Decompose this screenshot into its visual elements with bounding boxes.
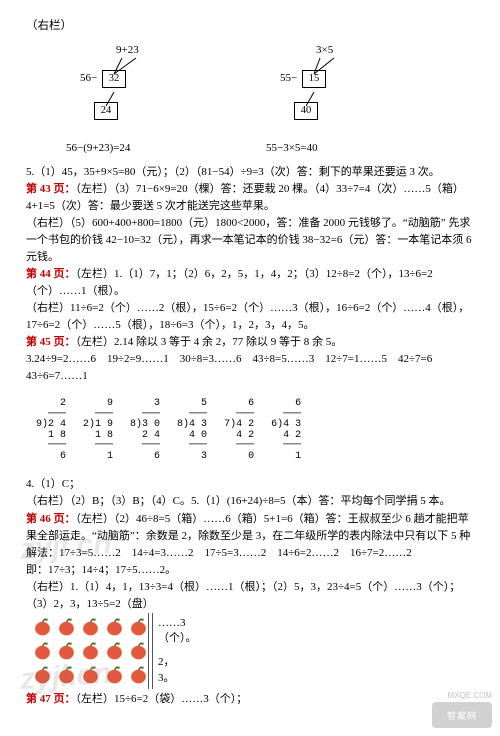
p43-right: （右栏）（5）600+400+800=1800（元）1800<2000，答：准备… (26, 215, 474, 266)
p44-line2: （右栏）11÷6=2（个）……2（根），15÷6=2（个）……3（根），16÷6… (26, 300, 474, 334)
p45-line3: 4.（1）C； (26, 476, 474, 493)
p45-line2: 3.24÷9=2……6 19÷2=9……1 30÷8=3……6 43÷8=5……… (26, 351, 474, 385)
p47-text1: （左栏）15÷6=2（袋）……3（个）； (76, 693, 248, 705)
calc2-box1: 15 (302, 70, 326, 88)
apple-grid (30, 615, 150, 687)
longdiv-3: 3 ─── 8)3 0 2 4 ─── 6 (130, 399, 160, 462)
corner-url: MXQE.COM (448, 691, 492, 700)
calc-diagram-2: 3×5 55− 15 40 55−3×5=40 (266, 44, 376, 154)
apple-icon (78, 663, 102, 687)
p45-line1: 第 45 页：（左栏）2.14 除以 3 等于 4 余 2，77 除以 9 等于… (26, 334, 474, 351)
p46-line2: 即：17÷3；14÷4；17÷5……2。 (26, 562, 474, 579)
apple-icon (54, 639, 78, 663)
p45-label: 第 45 页： (26, 336, 76, 348)
calc1-lines (66, 44, 176, 154)
p43-label: 第 43 页： (26, 183, 76, 195)
apple-icon (30, 615, 54, 639)
apple-icon (126, 639, 150, 663)
calc2-lines (266, 44, 376, 154)
calc1-box1: 32 (102, 70, 126, 88)
p46-line1: 第 46 页：（左栏）（2）46÷8=5（箱）……6（箱）5+1=6（箱）答：王… (26, 511, 474, 562)
apple-icon (78, 615, 102, 639)
calc-diagram-1: 9+23 56− 32 24 56−(9+23)=24 (66, 44, 176, 154)
p45-line4: （右栏）（2）B；（3）B；（4）C。5.（1）(16+24)÷8=5（本）答：… (26, 493, 474, 510)
longdiv-1: 2 ─── 9)2 4 1 8 ─── 6 (36, 399, 66, 462)
p44-line1: 第 44 页：（左栏）1.（1）7，1；（2）6，2，5，1，4，2；（3）12… (26, 266, 474, 300)
apple-caption: 2，3。 (158, 653, 175, 685)
p47-label: 第 47 页： (26, 693, 76, 705)
longdiv-4: 5 ─── 8)4 3 4 0 ─── 3 (177, 399, 207, 462)
apple-tail: ……3（个）。 (158, 617, 197, 645)
calc2-caption: 55−3×5=40 (266, 142, 318, 154)
apple-icon (78, 639, 102, 663)
p47-line1: 第 47 页：（左栏）15÷6=2（袋）……3（个）； (26, 691, 474, 708)
apple-grid-wrap: 2，3。 ……3（个）。 (30, 615, 150, 687)
calc1-left: 56− (80, 72, 97, 84)
right-column-heading: （右栏） (26, 18, 474, 36)
calc-diagrams: 9+23 56− 32 24 56−(9+23)=24 3×5 55− 15 4… (66, 44, 474, 154)
apple-icon (30, 639, 54, 663)
longdiv-6: 6 ─── 6)4 3 4 2 ─── 1 (271, 399, 301, 462)
p46-line4: （3）2，3，13÷5=2（盘） (26, 596, 474, 613)
para-5: 5.（1）45，35+9×5=80（元）；（2）（81−54）÷9=3（次）答：… (26, 164, 474, 181)
p44-text1: （左栏）1.（1）7，1；（2）6，2，5，1，4，2；（3）12÷8=2（个）… (26, 268, 433, 297)
corner-badge: 智案网 (432, 702, 492, 728)
calc1-box2: 24 (94, 102, 118, 120)
apple-icon (54, 663, 78, 687)
apple-icon (126, 615, 150, 639)
apple-divider-1 (148, 613, 153, 689)
p45-text1: （左栏）2.14 除以 3 等于 4 余 2，77 除以 9 等于 8 余 5。 (76, 336, 343, 348)
apple-icon (30, 663, 54, 687)
p46-text1: （左栏）（2）46÷8=5（箱）……6（箱）5+1=6（箱）答：王叔叔至少 6 … (26, 513, 470, 559)
apple-icon (102, 615, 126, 639)
long-division-row: 2 ─── 9)2 4 1 8 ─── 6 9 ─── 2)1 9 1 8 ──… (36, 389, 474, 472)
longdiv-2: 9 ─── 2)1 9 1 8 ─── 1 (83, 399, 113, 462)
longdiv-5: 6 ─── 7)4 2 4 2 ─── 0 (224, 399, 254, 462)
calc2-box2: 40 (294, 102, 318, 120)
p43-text1: （左栏）（3）71−6×9=20（棵）答：还要栽 20 棵。（4）33÷7=4（… (76, 183, 464, 195)
p46-label: 第 46 页： (26, 513, 76, 525)
p44-label: 第 44 页： (26, 268, 76, 280)
apple-icon (102, 663, 126, 687)
apple-icon (54, 615, 78, 639)
p46-line3: （右栏）1.（1）4，1，13÷3=4（根）……1（根）；（2）5，3，23÷4… (26, 579, 474, 596)
p43-line2: 4+1=5（次）答：最少要送 5 次才能送完这些苹果。 (26, 198, 474, 215)
p43-line1: 第 43 页：（左栏）（3）71−6×9=20（棵）答：还要栽 20 棵。（4）… (26, 181, 474, 198)
calc2-left: 55− (280, 72, 297, 84)
calc1-caption: 56−(9+23)=24 (66, 142, 130, 154)
apple-icon (102, 639, 126, 663)
apple-icon (126, 663, 150, 687)
